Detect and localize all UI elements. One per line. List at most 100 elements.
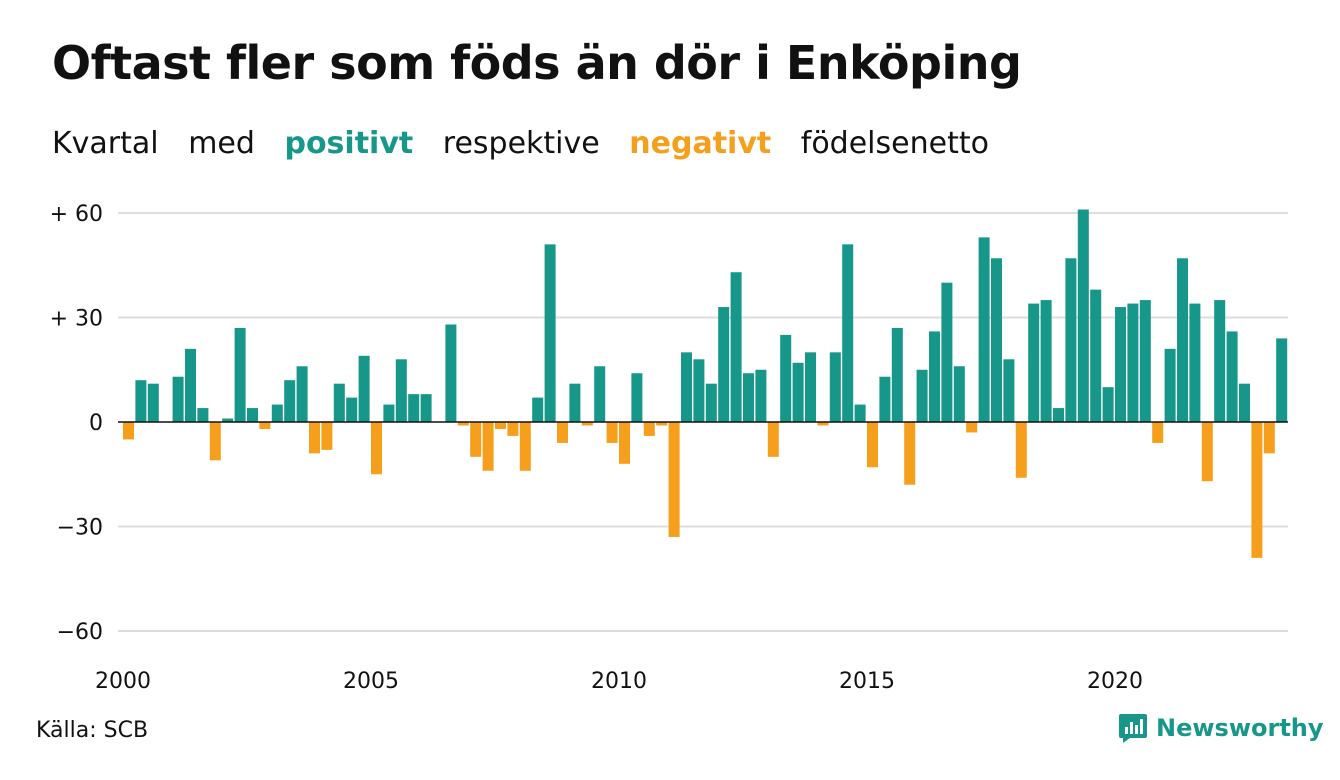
bar-positive — [569, 383, 581, 422]
x-tick-label: 2020 — [1087, 669, 1143, 694]
bar-negative — [495, 422, 506, 429]
bar-negative — [867, 422, 878, 468]
bar-negative — [482, 422, 494, 471]
bar-positive — [271, 404, 283, 422]
bar-positive — [383, 404, 395, 422]
bar-negative — [1201, 422, 1213, 482]
subtitle-word: respektive — [442, 126, 600, 161]
bar-positive — [805, 352, 816, 422]
bar-positive — [1102, 387, 1114, 422]
bar-negative — [1152, 422, 1164, 443]
bar-negative — [321, 422, 333, 450]
bar-negative — [904, 422, 916, 485]
bar-positive — [792, 362, 804, 422]
bar-negative — [966, 422, 978, 433]
bar-positive — [197, 408, 209, 422]
bar-positive — [420, 394, 432, 422]
y-tick-label: + 60 — [50, 202, 103, 227]
bar-positive — [1214, 300, 1226, 422]
newsworthy-logo: Newsworthy — [1118, 712, 1324, 744]
bar-positive — [1226, 331, 1238, 422]
bar-negative — [1251, 422, 1263, 558]
bar-positive — [1164, 348, 1176, 422]
y-tick-label: 0 — [89, 411, 103, 436]
bar-positive — [1053, 408, 1064, 422]
bar-positive — [532, 397, 544, 422]
bar-positive — [879, 376, 891, 422]
bar-negative — [309, 422, 320, 454]
bar-positive — [185, 348, 196, 422]
bar-negative — [619, 422, 630, 464]
bar-positive — [1276, 338, 1288, 422]
logo-text: Newsworthy — [1156, 714, 1324, 742]
bar-positive — [408, 394, 420, 422]
bar-negative — [643, 422, 655, 436]
bar-negative — [470, 422, 482, 457]
y-tick-label: + 30 — [50, 307, 103, 332]
subtitle-positive: positivt — [284, 126, 414, 161]
x-tick-label: 2000 — [95, 669, 151, 694]
axes: + 60 + 30 0 −30 −60 2000 2005 2010 2015 2020 — [50, 202, 1288, 694]
bar-negative — [817, 422, 829, 426]
bar-positive — [1040, 300, 1052, 422]
bar-negative — [668, 422, 680, 537]
bar-negative — [606, 422, 618, 443]
x-tick-label: 2015 — [839, 669, 895, 694]
bar-negative — [457, 422, 469, 426]
bar-positive — [333, 383, 345, 422]
subtitle-word: Kvartal — [52, 126, 159, 161]
bar-positive — [854, 404, 866, 422]
bar-positive — [978, 237, 990, 422]
bar-positive — [891, 327, 903, 422]
bar-negative — [371, 422, 382, 475]
chart-bubble-icon — [1119, 714, 1147, 743]
bars — [123, 209, 1288, 558]
source-note: Källa: SCB — [36, 718, 149, 743]
bar-positive — [1077, 209, 1089, 422]
bar-positive — [1127, 303, 1139, 422]
bar-positive — [544, 244, 556, 422]
bar-positive — [1177, 258, 1188, 422]
bar-negative — [581, 422, 593, 426]
bar-positive — [172, 376, 184, 422]
bar-positive — [147, 383, 159, 422]
bar-positive — [929, 331, 940, 422]
bar-positive — [1139, 300, 1151, 422]
bar-positive — [1065, 258, 1077, 422]
bar-positive — [135, 380, 147, 422]
bar-positive — [718, 307, 730, 422]
bar-positive — [693, 359, 705, 422]
bar-positive — [247, 408, 258, 422]
bar-negative — [1015, 422, 1027, 478]
bar-negative — [656, 422, 668, 426]
bar-positive — [755, 369, 767, 422]
bar-positive — [1239, 383, 1250, 422]
bar-negative — [519, 422, 531, 471]
bar-negative — [123, 422, 134, 440]
subtitle-word: med — [188, 126, 255, 161]
x-tick-label: 2010 — [591, 669, 647, 694]
subtitle-word: födelsenetto — [800, 126, 989, 161]
x-tick-label: 2005 — [343, 669, 399, 694]
chart-subtitle: Kvartal med positivt respektive negativt… — [52, 126, 1009, 161]
bar-negative — [507, 422, 519, 436]
bar-positive — [681, 352, 692, 422]
bar-positive — [953, 366, 965, 422]
bar-positive — [284, 380, 296, 422]
bar-positive — [991, 258, 1002, 422]
bar-positive — [1115, 307, 1126, 422]
bar-positive — [705, 383, 717, 422]
subtitle-negative: negativt — [629, 126, 772, 161]
bar-positive — [346, 397, 358, 422]
bar-positive — [1090, 289, 1102, 422]
bar-negative — [767, 422, 779, 457]
y-tick-label: −30 — [57, 516, 103, 541]
bar-negative — [259, 422, 271, 429]
bar-positive — [631, 373, 643, 422]
bar-positive — [941, 282, 953, 422]
bar-positive — [780, 334, 792, 422]
bar-positive — [916, 369, 928, 422]
bar-positive — [395, 359, 407, 422]
bar-positive — [730, 272, 742, 422]
